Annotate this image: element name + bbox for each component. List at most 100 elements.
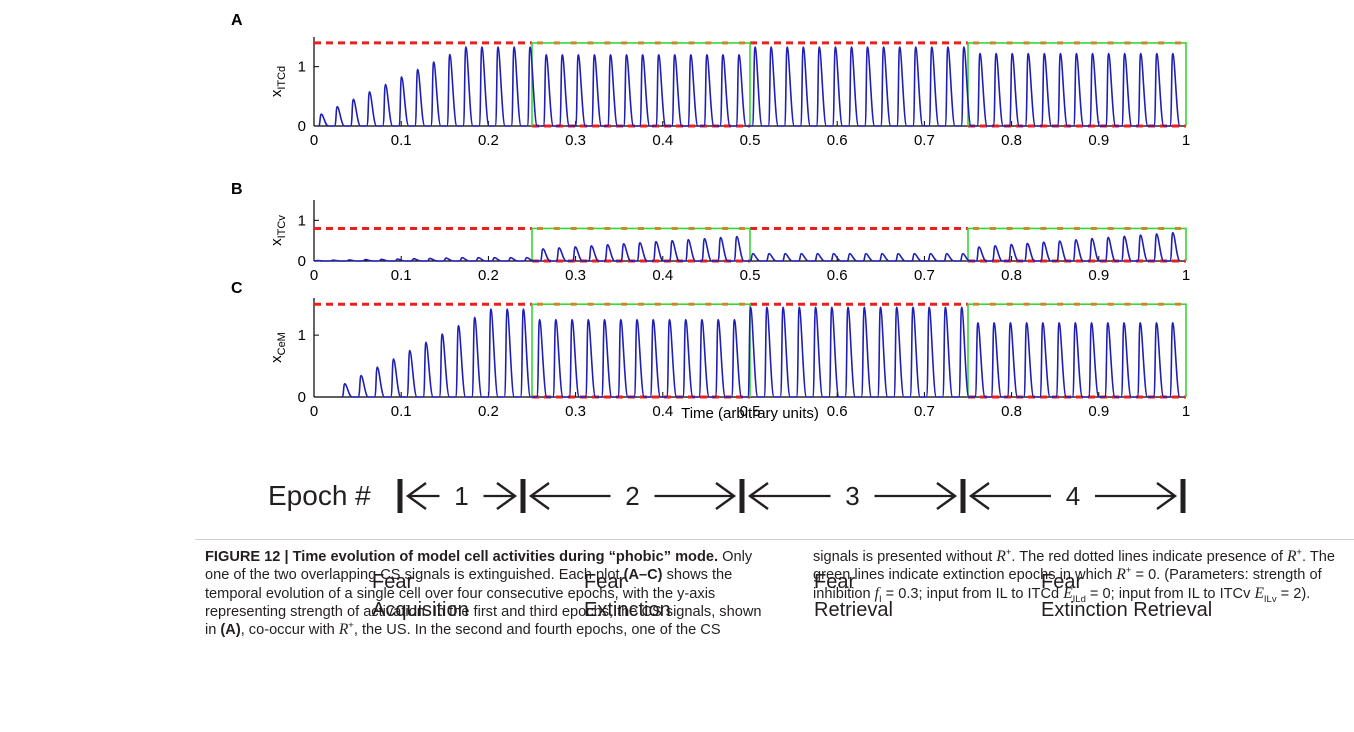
extinction-marker-c [989, 302, 996, 306]
x-tick-label-a: 0.9 [1088, 132, 1109, 149]
extinction-marker-a [1141, 41, 1148, 45]
extinction-marker-c [1074, 302, 1080, 306]
extinction-marker-a [1107, 41, 1114, 45]
x-tick-label-a: 0.4 [652, 132, 673, 149]
extinction-marker-b [1124, 226, 1131, 230]
activity-trace-c [341, 306, 1181, 398]
epoch-arrowhead-right [1156, 482, 1178, 510]
extinction-marker-b [570, 226, 577, 230]
x-tick-label-a: 0.3 [565, 132, 586, 149]
caption-math: R [1286, 548, 1297, 565]
y-tick-label-b: 1 [298, 212, 306, 229]
extinction-marker-a [1090, 41, 1097, 45]
extinction-marker-b [1090, 226, 1097, 230]
caption-math: + [348, 620, 354, 632]
epoch-label-2-line1: Fear [584, 571, 626, 593]
epoch-label-4-line1: Fear [1041, 571, 1083, 593]
extinction-marker-a [654, 41, 661, 45]
epoch-arrowhead-left [968, 482, 990, 510]
figure-frame [195, 0, 1354, 540]
extinction-marker-a [688, 41, 695, 45]
extinction-marker-c [604, 302, 611, 306]
extinction-marker-a [1175, 41, 1181, 45]
extinction-marker-b [553, 226, 560, 230]
extinction-marker-a [1023, 41, 1030, 45]
epoch-arrowhead-right [715, 482, 737, 510]
extinction-marker-c [1006, 302, 1013, 306]
epoch-label-1-line1: Fear [372, 571, 414, 593]
epoch-label-1: Fear Acquisition [372, 568, 469, 624]
extinction-marker-a [587, 41, 594, 45]
extinction-marker-c [973, 302, 979, 306]
panel-label-b: B [231, 181, 243, 198]
epoch-label-2-line2: Extinction [584, 599, 671, 621]
extinction-marker-c [722, 302, 729, 306]
caption-text: = 0.3; input from IL to ITCd [881, 585, 1064, 602]
extinction-marker-a [705, 41, 712, 45]
epoch-number-2: 2 [625, 481, 640, 511]
caption-text: = 2). [1276, 585, 1311, 602]
epoch-label-3-line1: Fear [814, 571, 856, 593]
x-axis-title: Time (arbitrary units) [681, 405, 819, 422]
caption-figure-label: FIGURE 12 | Time evolution of model cell… [205, 549, 719, 565]
epoch-label-1-line2: Acquisition [372, 599, 469, 621]
epoch-arrowhead-left [747, 482, 769, 510]
epoch-title: Epoch # [268, 480, 371, 511]
caption-text: shows the temporal evolution of a single… [205, 567, 762, 639]
x-tick-label-b: 0.2 [478, 267, 499, 284]
x-tick-label-a: 0.7 [914, 132, 935, 149]
epoch-arrowhead-left [528, 482, 550, 510]
x-tick-label-b: 0.6 [827, 267, 848, 284]
extinction-marker-c [1107, 302, 1114, 306]
extinction-marker-c [1141, 302, 1148, 306]
extinction-marker-c [1040, 302, 1047, 306]
epoch-arrowhead-right [496, 482, 518, 510]
caption-text: . The green lines indicate extinction ep… [813, 549, 1335, 584]
epoch-label-4-line2: Extinction Retrieval [1041, 599, 1213, 621]
extinction-marker-c [1158, 302, 1165, 306]
extinction-marker-a [973, 41, 979, 45]
extinction-marker-b [604, 226, 611, 230]
x-tick-label-c: 0.6 [827, 403, 848, 420]
extinction-marker-b [1074, 226, 1080, 230]
extinction-marker-b [537, 226, 543, 230]
caption-math: I [878, 593, 882, 605]
caption-math: E [1254, 584, 1264, 602]
extinction-marker-a [1158, 41, 1165, 45]
caption-text: = 0. (Parameters: strength of inhibition [813, 567, 1322, 602]
epoch-label-2: Fear Extinction [584, 568, 671, 624]
extinction-marker-c [705, 302, 712, 306]
caption-text: Only one of the two overlapping CS signa… [205, 549, 753, 584]
epoch-label-4: Fear Extinction Retrieval [1041, 568, 1212, 624]
extinction-marker-b [1057, 226, 1064, 230]
caption-text: , co-occur with [240, 622, 339, 639]
extinction-marker-b [587, 226, 594, 230]
x-tick-label-c: 0.4 [652, 403, 673, 420]
extinction-marker-a [553, 41, 560, 45]
x-tick-label-b: 1 [1182, 267, 1190, 284]
epoch-label-3-line2: Retrieval [814, 599, 893, 621]
extinction-marker-a [1074, 41, 1080, 45]
extinction-marker-a [570, 41, 577, 45]
caption-math: + [1005, 547, 1012, 559]
y-tick-label-c: 1 [298, 327, 306, 344]
extinction-marker-c [1057, 302, 1064, 306]
extinction-marker-b [989, 226, 996, 230]
caption-bold-ref: (A–C) [623, 567, 663, 584]
y-tick-label-b: 0 [298, 253, 306, 270]
extinction-marker-b [1023, 226, 1030, 230]
caption-math: E [1063, 584, 1073, 602]
caption-text: signals is presented without [813, 549, 997, 565]
epoch-arrowhead-right [936, 482, 958, 510]
x-tick-label-c: 0.5 [740, 403, 761, 420]
caption-math: R [996, 548, 1006, 565]
extinction-marker-c [688, 302, 695, 306]
caption-math: R [1116, 566, 1126, 584]
caption-column-left: FIGURE 12 | Time evolution of model cell… [205, 548, 767, 639]
extinction-marker-b [654, 226, 661, 230]
caption-math: R [338, 621, 349, 639]
extinction-marker-a [1057, 41, 1064, 45]
x-tick-label-b: 0.9 [1088, 267, 1109, 284]
extinction-marker-c [1175, 302, 1181, 306]
